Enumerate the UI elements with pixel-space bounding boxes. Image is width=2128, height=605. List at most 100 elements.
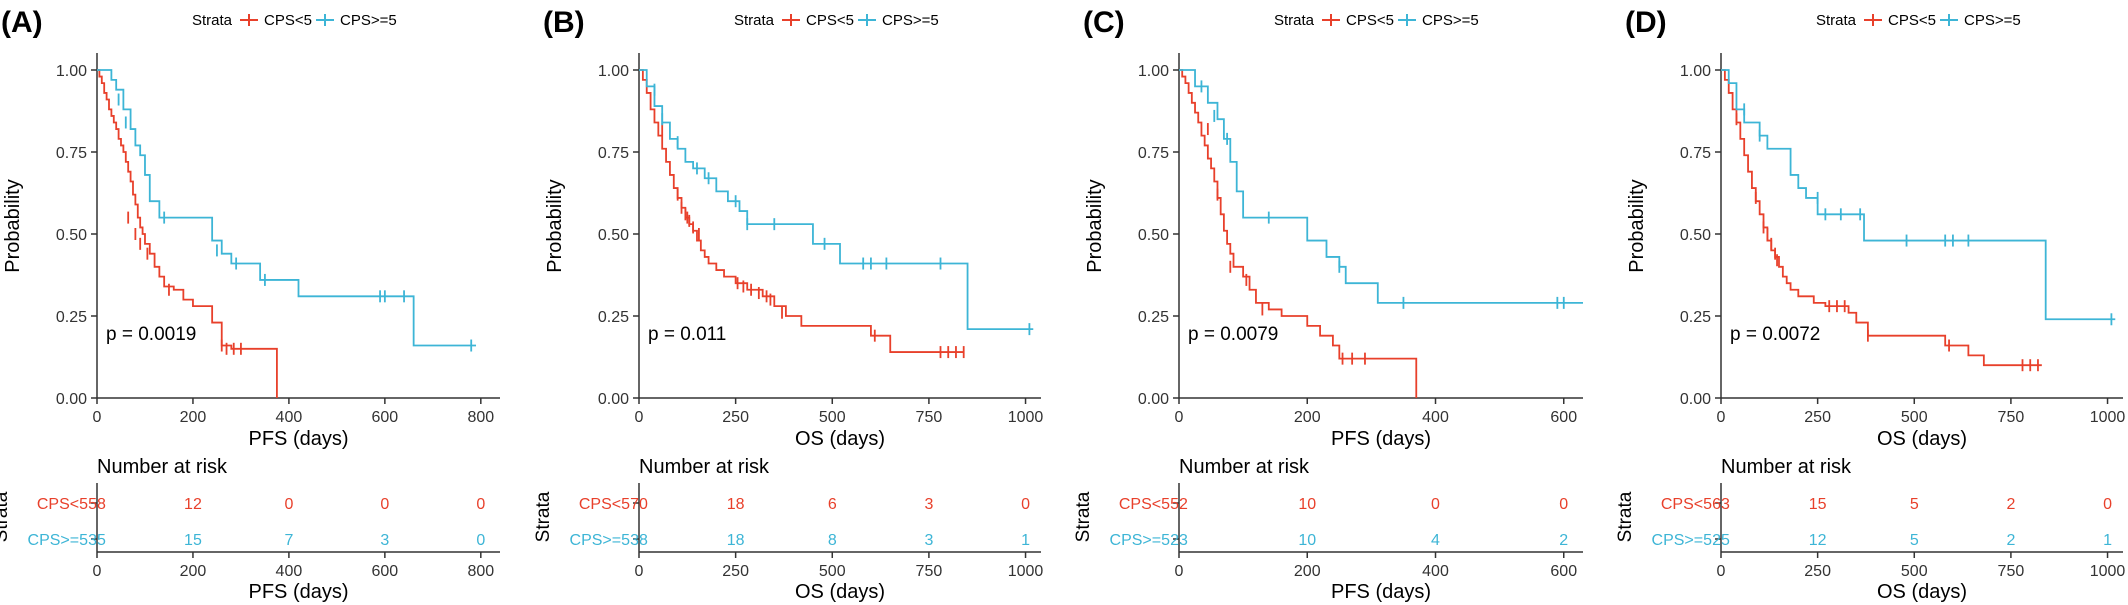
- risk-row-label: CPS<5: [579, 496, 630, 513]
- risk-count: 10: [1298, 532, 1316, 549]
- y-tick-label: 0.50: [598, 227, 629, 244]
- risk-count: 52: [1170, 496, 1188, 513]
- risk-count: 2: [2006, 532, 2015, 549]
- y-axis-title: Probability: [2, 179, 24, 272]
- p-value: p = 0.0079: [1188, 324, 1278, 345]
- x-tick-label: 1000: [2090, 409, 2126, 426]
- y-tick-label: 0.75: [56, 145, 87, 162]
- x-axis-title: OS (days): [1877, 428, 1967, 450]
- risk-count: 2: [2006, 496, 2015, 513]
- risk-row-label: CPS>=5: [1652, 532, 1713, 549]
- y-tick-label: 0.25: [56, 309, 87, 326]
- y-tick-label: 0.50: [1680, 227, 1711, 244]
- y-axis-title: Probability: [1084, 179, 1106, 272]
- survival-curve-cps-lt5: [1179, 69, 1418, 398]
- x-tick-label: 750: [1998, 409, 2025, 426]
- risk-x-tick-label: 0: [1717, 563, 1726, 580]
- risk-x-axis-title: OS (days): [795, 581, 885, 603]
- p-value-prefix: p =: [106, 324, 138, 345]
- legend: Strata CPS<5 CPS>=5: [192, 12, 397, 29]
- risk-x-tick-label: 1000: [1008, 563, 1044, 580]
- risk-x-tick-label: 800: [467, 563, 494, 580]
- panel-label: (D): [1625, 6, 1667, 39]
- legend-label-0: CPS<5: [806, 12, 854, 29]
- x-tick-label: 250: [722, 409, 749, 426]
- legend: Strata CPS<5 CPS>=5: [1274, 12, 1479, 29]
- x-tick-label: 0: [635, 409, 644, 426]
- p-value-number: 0.011: [680, 324, 726, 345]
- risk-count: 1: [1021, 532, 1030, 549]
- x-axis-title: PFS (days): [248, 428, 348, 450]
- x-tick-label: 0: [93, 409, 102, 426]
- x-tick-label: 250: [1804, 409, 1831, 426]
- risk-row-label: CPS>=5: [1110, 532, 1171, 549]
- survival-curve-cps-ge5: [1179, 69, 1583, 304]
- panel-label: (B): [543, 6, 585, 39]
- risk-x-tick-label: 250: [722, 563, 749, 580]
- risk-count: 10: [1298, 496, 1316, 513]
- risk-count: 5: [1910, 532, 1919, 549]
- risk-row-label: CPS<5: [1119, 496, 1170, 513]
- legend-label-1: CPS>=5: [1422, 12, 1479, 29]
- legend-title: Strata: [1816, 12, 1857, 29]
- risk-count: 2: [1559, 532, 1568, 549]
- p-value-prefix: p =: [648, 324, 680, 345]
- risk-strata-title: Strata: [1073, 491, 1094, 542]
- risk-count: 0: [1431, 496, 1440, 513]
- p-value: p = 0.011: [648, 324, 726, 345]
- legend-title: Strata: [734, 12, 775, 29]
- risk-count: 35: [88, 532, 106, 549]
- risk-x-tick-label: 0: [1175, 563, 1184, 580]
- risk-count: 15: [184, 532, 202, 549]
- y-tick-label: 0.25: [1680, 309, 1711, 326]
- y-tick-label: 0.00: [1680, 391, 1711, 408]
- risk-count: 63: [1712, 496, 1730, 513]
- p-value-number: 0.0019: [138, 324, 196, 345]
- p-value-number: 0.0079: [1220, 324, 1278, 345]
- survival-curve-cps-lt5: [1721, 69, 2042, 367]
- risk-count: 23: [1170, 532, 1188, 549]
- risk-table-title: Number at risk: [1721, 456, 1852, 478]
- y-axis-title: Probability: [1626, 179, 1648, 272]
- risk-strata-title: Strata: [533, 491, 554, 542]
- risk-x-tick-label: 0: [93, 563, 102, 580]
- risk-x-tick-label: 200: [1294, 563, 1321, 580]
- y-tick-label: 0.00: [598, 391, 629, 408]
- x-tick-label: 200: [1294, 409, 1321, 426]
- survival-curve-cps-lt5: [97, 69, 278, 398]
- legend: Strata CPS<5 CPS>=5: [1816, 12, 2021, 29]
- risk-x-axis-title: PFS (days): [1331, 581, 1431, 603]
- risk-table-title: Number at risk: [1179, 456, 1310, 478]
- x-tick-label: 1000: [1008, 409, 1044, 426]
- x-tick-label: 500: [1901, 409, 1928, 426]
- y-tick-label: 0.50: [56, 227, 87, 244]
- risk-count: 3: [924, 532, 933, 549]
- risk-x-axis-title: OS (days): [1877, 581, 1967, 603]
- risk-table-title: Number at risk: [639, 456, 770, 478]
- risk-count: 18: [727, 496, 745, 513]
- km-panel-1: (A) Strata CPS<5 CPS>=5 0.00 0.25 0.50 0.75 1.00…: [0, 6, 500, 603]
- survival-curve-cps-ge5: [97, 69, 477, 347]
- legend-title: Strata: [1274, 12, 1315, 29]
- km-panel-2: (B) Strata CPS<5 CPS>=5 0.00 0.25 0.50 0.75 1.00…: [533, 6, 1043, 603]
- risk-count: 6: [828, 496, 837, 513]
- legend-label-0: CPS<5: [1346, 12, 1394, 29]
- risk-count: 0: [476, 496, 485, 513]
- x-tick-label: 200: [180, 409, 207, 426]
- risk-strata-title: Strata: [0, 491, 12, 542]
- x-axis-title: PFS (days): [1331, 428, 1431, 450]
- risk-count: 0: [1559, 496, 1568, 513]
- risk-count: 12: [184, 496, 202, 513]
- y-axis-title: Probability: [544, 179, 566, 272]
- x-tick-label: 400: [276, 409, 303, 426]
- panel-label: (A): [1, 6, 43, 39]
- legend-label-1: CPS>=5: [882, 12, 939, 29]
- risk-count: 70: [630, 496, 648, 513]
- risk-x-tick-label: 0: [635, 563, 644, 580]
- p-value-prefix: p =: [1730, 324, 1762, 345]
- risk-count: 0: [2103, 496, 2112, 513]
- survival-curve-cps-ge5: [639, 69, 1034, 331]
- risk-count: 4: [1431, 532, 1440, 549]
- risk-count: 5: [1910, 496, 1919, 513]
